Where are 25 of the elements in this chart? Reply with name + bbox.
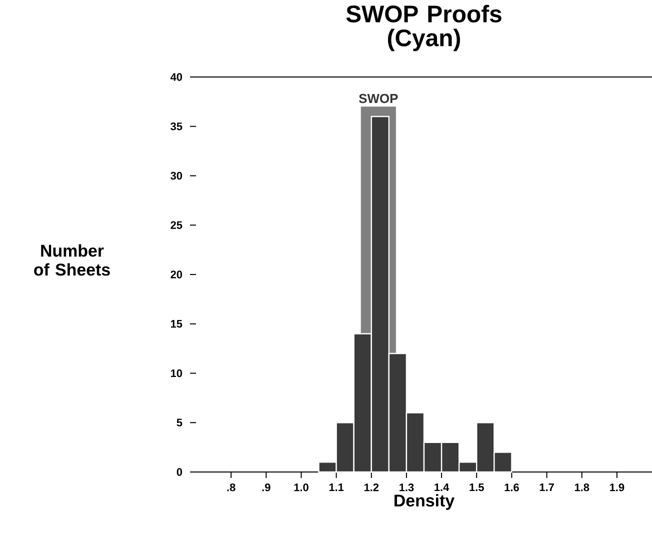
y-tick-label: 5 <box>176 418 182 426</box>
x-tick-label: 1.9 <box>610 484 624 492</box>
y-axis-title: Number of Sheets <box>34 244 110 276</box>
y-tick-label: 30 <box>170 172 182 180</box>
y-tick-label: 0 <box>176 468 182 476</box>
band-label: SWOP <box>358 94 398 104</box>
y-tick-label: 15 <box>170 320 182 328</box>
x-tick-label: 1.3 <box>400 484 414 492</box>
y-tick-label: 10 <box>170 369 182 378</box>
x-tick-label: 1.6 <box>504 484 519 492</box>
chart-title: SWOP Proofs (Cyan) <box>346 4 502 52</box>
y-tick-label: 20 <box>170 270 182 278</box>
x-axis-title: Density <box>394 494 455 510</box>
x-tick-label: 1.7 <box>540 484 554 492</box>
x-tick-label: 1.8 <box>574 484 590 492</box>
x-tick-label: .8 <box>227 484 236 492</box>
x-tick-label: 1.1 <box>329 484 344 492</box>
x-tick-label: 1.0 <box>294 484 308 492</box>
x-tick-label: 1.2 <box>364 484 379 492</box>
y-tick-label: 40 <box>170 73 182 81</box>
x-tick-label: 1.4 <box>434 484 450 492</box>
y-tick-label: 35 <box>170 122 182 130</box>
x-tick-label: 1.5 <box>470 484 484 492</box>
y-tick-label: 25 <box>170 221 182 229</box>
x-tick-label: .9 <box>262 484 270 492</box>
